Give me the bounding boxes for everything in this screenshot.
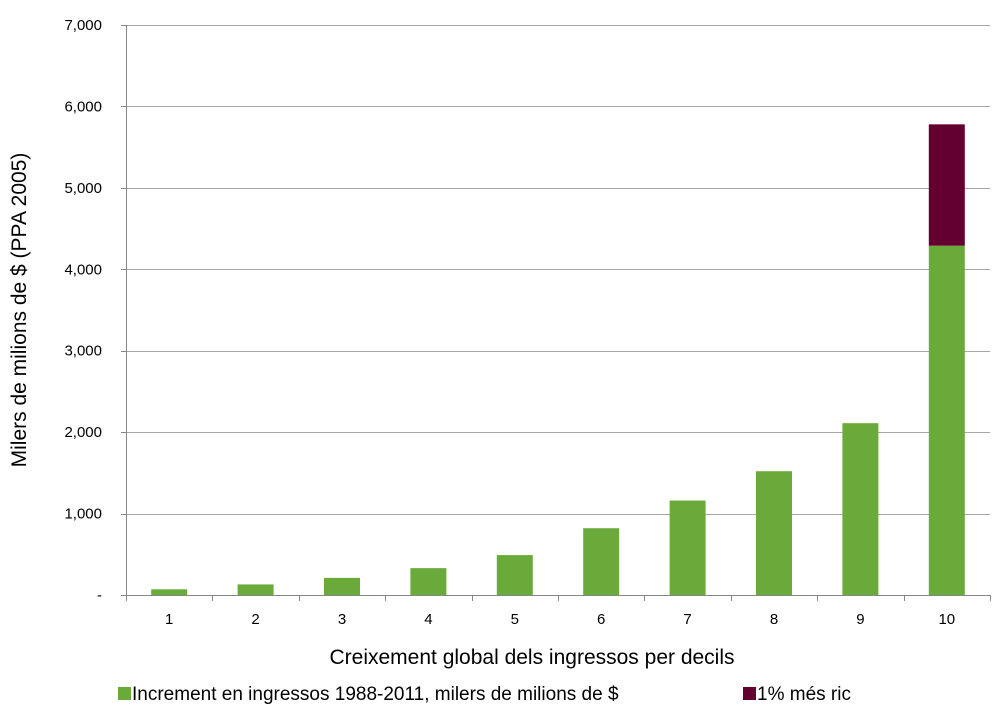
bars [151, 124, 965, 595]
bar-increment-decile-1 [151, 589, 188, 595]
gridlines [126, 25, 990, 515]
x-tick-label: 1 [165, 611, 173, 628]
bar-increment-decile-5 [496, 555, 533, 595]
x-tick-label: 3 [338, 611, 346, 628]
bar-top-1pct-decile-10 [928, 124, 965, 246]
x-tick-label: 4 [424, 611, 432, 628]
bar-increment-decile-6 [583, 528, 620, 595]
x-axis-title: Creixement global dels ingressos per dec… [329, 646, 734, 669]
x-tick-label: 6 [597, 611, 605, 628]
y-tick-label: 3,000 [64, 343, 102, 360]
legend-label: 1% més ric [757, 684, 851, 705]
bar-increment-decile-8 [756, 471, 792, 595]
bar-increment-decile-2 [237, 584, 274, 595]
x-tick-label: 5 [511, 611, 519, 628]
y-tick-label: - [97, 587, 102, 604]
legend-label: Increment en ingressos 1988-2011, milers… [132, 684, 619, 705]
x-tick-label: 2 [251, 611, 259, 628]
y-tick-labels: - 1,000 2,000 3,000 4,000 5,000 6,000 7,000 [64, 17, 102, 604]
legend-swatch [118, 687, 131, 700]
legend-swatch [743, 687, 756, 700]
y-axis-title: Milers de milions de $ (PPA 2005) [8, 153, 31, 468]
legend: Increment en ingressos 1988-2011, milers… [118, 684, 851, 705]
y-tick-label: 1,000 [64, 506, 102, 523]
bar-increment-decile-3 [324, 577, 360, 595]
bar-increment-decile-4 [410, 568, 447, 595]
y-tick-label: 5,000 [64, 180, 102, 197]
x-tick-labels: 1 2 3 4 5 6 7 8 9 10 [165, 611, 955, 628]
y-tick-label: 6,000 [64, 98, 102, 115]
y-tick-label: 7,000 [64, 17, 102, 34]
y-tick-label: 2,000 [64, 424, 102, 441]
x-tick-label: 9 [856, 611, 864, 628]
y-tick-label: 4,000 [64, 261, 102, 278]
bar-increment-decile-7 [669, 500, 706, 595]
x-tick-label: 8 [770, 611, 778, 628]
bar-increment-decile-10 [928, 245, 965, 595]
bar-increment-decile-9 [842, 423, 879, 595]
x-tick-label: 7 [683, 611, 691, 628]
x-tick-label: 10 [938, 611, 955, 628]
axes [121, 25, 991, 601]
